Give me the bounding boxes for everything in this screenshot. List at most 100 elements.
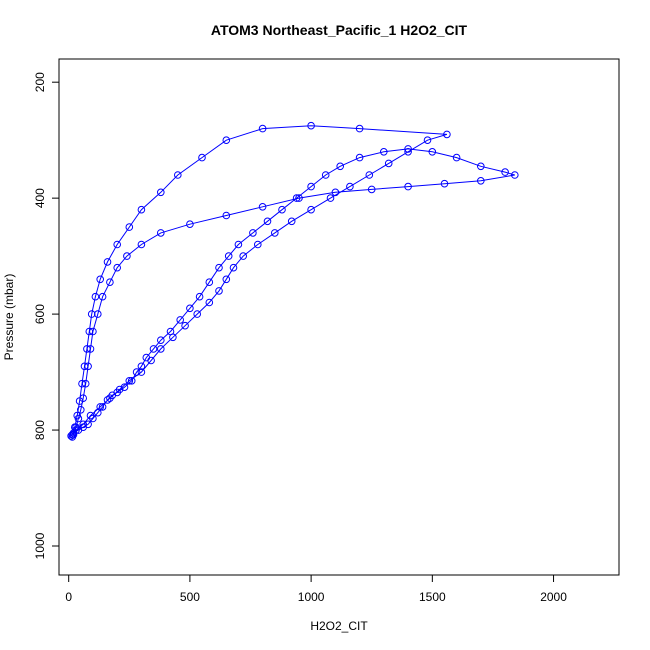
data-point xyxy=(222,136,231,144)
data-point xyxy=(355,153,364,162)
data-point xyxy=(103,396,112,404)
data-point xyxy=(115,385,124,394)
data-point xyxy=(157,336,165,345)
data-point xyxy=(85,327,94,336)
data-point xyxy=(222,211,231,220)
y-tick-label: 800 xyxy=(33,420,47,440)
data-point xyxy=(253,240,262,249)
data-point xyxy=(278,205,286,214)
x-tick-label: 1000 xyxy=(298,590,325,604)
y-tick-label: 600 xyxy=(33,304,47,324)
data-point xyxy=(326,194,335,202)
data-point xyxy=(79,420,87,429)
data-point xyxy=(186,304,194,313)
x-axis: 0 500 1000 1500 2000 xyxy=(65,575,567,604)
data-point xyxy=(78,379,86,388)
data-point xyxy=(443,130,451,139)
data-point xyxy=(321,171,330,179)
data-point xyxy=(137,368,146,376)
data-point xyxy=(96,275,104,284)
data-point xyxy=(501,168,509,176)
data-point xyxy=(295,194,303,202)
y-tick-label: 1000 xyxy=(33,532,47,559)
data-point xyxy=(307,121,315,130)
data-point xyxy=(106,394,114,403)
data-point xyxy=(176,316,184,324)
data-point xyxy=(103,258,112,266)
y-tick-label: 400 xyxy=(33,188,47,208)
data-point xyxy=(84,362,92,371)
y-axis-label: Pressure (mbar) xyxy=(2,274,16,361)
data-point xyxy=(263,217,272,226)
data-point xyxy=(96,403,104,411)
data-point xyxy=(75,397,84,405)
data-point xyxy=(147,356,155,365)
data-point xyxy=(68,433,77,441)
data-point xyxy=(113,263,121,272)
data-point xyxy=(83,345,91,353)
data-point xyxy=(125,377,134,385)
data-point xyxy=(98,403,107,411)
data-point xyxy=(511,171,519,179)
data-point xyxy=(287,217,296,226)
data-point xyxy=(137,205,146,214)
data-point xyxy=(404,182,412,191)
data-point xyxy=(331,188,340,197)
plot-area-frame xyxy=(58,58,620,576)
data-point xyxy=(137,240,146,249)
data-point xyxy=(271,229,279,237)
data-point xyxy=(89,327,97,336)
x-axis-label: H2O2_CIT xyxy=(310,619,368,633)
data-point xyxy=(367,185,376,194)
data-point xyxy=(307,205,315,214)
data-point xyxy=(307,182,315,191)
data-point xyxy=(120,383,129,392)
data-point xyxy=(222,275,231,284)
data-point xyxy=(205,298,214,307)
data-point xyxy=(239,252,247,260)
data-point xyxy=(477,162,485,171)
x-tick-label: 500 xyxy=(180,590,200,604)
x-tick-label: 2000 xyxy=(540,590,567,604)
data-point xyxy=(249,229,257,237)
data-point xyxy=(157,345,165,353)
data-point xyxy=(380,148,388,156)
data-point xyxy=(71,423,79,432)
chart-title: ATOM3 Northeast_Pacific_1 H2O2_CIT xyxy=(211,22,468,38)
data-point xyxy=(81,379,90,388)
data-point xyxy=(336,162,345,171)
data-point xyxy=(137,362,146,371)
data-point xyxy=(365,171,374,179)
data-point xyxy=(258,124,267,133)
data-point xyxy=(428,148,437,156)
data-point xyxy=(157,188,165,197)
series-line xyxy=(70,125,515,438)
data-point xyxy=(186,220,194,228)
data-point xyxy=(84,420,92,429)
data-point xyxy=(98,292,107,301)
data-point xyxy=(91,292,100,301)
data-point xyxy=(181,321,189,330)
data-point xyxy=(440,179,449,188)
series-line-0 xyxy=(70,125,515,438)
x-tick-label: 0 xyxy=(65,590,72,604)
data-point xyxy=(224,252,233,260)
data-point xyxy=(452,153,461,162)
data-point xyxy=(355,124,364,133)
data-point xyxy=(113,240,121,249)
data-point xyxy=(174,171,182,179)
data-point xyxy=(234,240,243,249)
data-point xyxy=(87,310,96,318)
data-point xyxy=(195,292,204,301)
data-point xyxy=(258,203,267,211)
y-tick-label: 200 xyxy=(33,72,47,92)
data-point xyxy=(404,148,412,156)
data-point xyxy=(198,153,206,162)
data-point xyxy=(384,159,393,168)
y-axis: 200 400 600 800 1000 xyxy=(33,72,59,559)
series-points xyxy=(67,121,519,441)
x-tick-label: 1500 xyxy=(419,590,446,604)
data-point xyxy=(125,223,134,231)
data-point xyxy=(346,182,354,191)
